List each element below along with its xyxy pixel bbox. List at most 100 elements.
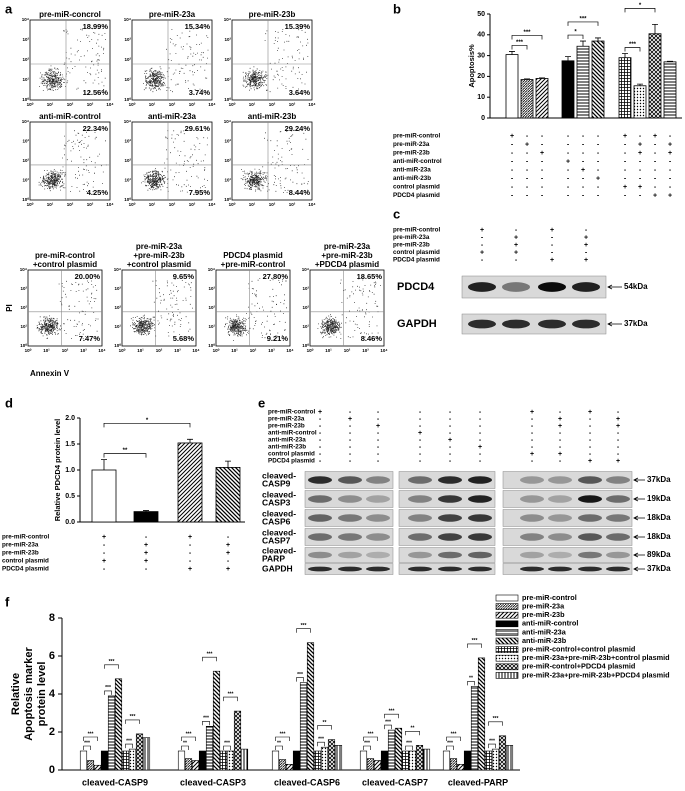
flow-tick-label: 10⁴ — [224, 119, 231, 124]
significance-bracket — [488, 743, 496, 749]
condition-sign: + — [623, 184, 627, 191]
condition-sign: - — [526, 133, 529, 140]
flow-dots — [242, 28, 309, 93]
flow-tick-label: 10³ — [87, 102, 94, 107]
protein-label: cleaved- — [262, 489, 296, 499]
significance-label: *** — [126, 738, 132, 744]
quadrant-value: 8.46% — [361, 334, 383, 343]
blot-band — [578, 566, 602, 572]
bar — [408, 750, 417, 771]
size-label: 37kDa — [624, 319, 648, 328]
quadrant-value: 22.34% — [83, 124, 109, 133]
condition-sign: - — [145, 566, 148, 573]
significance-label: ** — [277, 740, 281, 746]
significance-label: *** — [318, 737, 324, 743]
significance-bracket — [181, 736, 196, 741]
condition-sign: - — [515, 227, 518, 234]
condition-label: control plasmid — [393, 184, 440, 191]
condition-sign: - — [597, 158, 600, 165]
condition-sign: - — [189, 550, 192, 557]
condition-sign: - — [526, 150, 529, 157]
blot-band — [538, 282, 566, 292]
error-bar — [637, 83, 643, 86]
flow-tick-label: 10⁴ — [380, 348, 387, 353]
error-bar — [595, 37, 601, 42]
condition-sign: + — [588, 409, 592, 416]
flow-tick-label: 10³ — [189, 202, 196, 207]
flow-frame — [231, 19, 313, 101]
condition-sign: - — [541, 184, 544, 191]
condition-sign: - — [624, 167, 627, 174]
condition-sign: - — [624, 150, 627, 157]
flow-tick-label: 10⁰ — [22, 97, 29, 102]
condition-sign: - — [589, 423, 592, 430]
flow-frame — [27, 269, 103, 347]
bar — [470, 686, 479, 771]
condition-sign: + — [653, 192, 657, 199]
condition-sign: - — [349, 423, 352, 430]
condition-sign: + — [478, 444, 482, 451]
condition-label: anti-miR-23a — [393, 167, 431, 174]
x-tick-label: cleaved-CASP6 — [274, 777, 340, 787]
flow-tick-label: 10¹ — [249, 202, 256, 207]
flow-tick-label: 10¹ — [137, 348, 144, 353]
size-arrow — [607, 321, 622, 327]
condition-label: anti-miR-control — [393, 158, 442, 165]
blot-band — [338, 533, 362, 541]
size-arrow — [633, 477, 645, 483]
condition-label: pre-miR-23b — [268, 423, 305, 430]
significance-bracket — [567, 21, 599, 26]
panel-label: d — [5, 395, 13, 410]
condition-sign: - — [559, 458, 562, 465]
condition-sign: - — [449, 458, 452, 465]
condition-label: PDCD4 plasmid — [268, 458, 315, 465]
flow-tick-label: 10² — [269, 202, 276, 207]
condition-sign: + — [480, 249, 484, 256]
condition-label: control plasmid — [393, 249, 440, 256]
bar — [107, 695, 116, 771]
condition-sign: + — [588, 458, 592, 465]
condition-label: anti-miR-23b — [268, 444, 306, 451]
blot-band — [578, 495, 602, 503]
bar — [520, 79, 534, 119]
blot-band — [308, 514, 332, 522]
condition-sign: + — [514, 249, 518, 256]
flow-tick-label: 10² — [22, 158, 29, 163]
condition-sign: - — [585, 249, 588, 256]
condition-label: anti-miR-23a — [268, 437, 306, 444]
condition-sign: - — [377, 409, 380, 416]
condition-sign: + — [144, 558, 148, 565]
blot-band — [578, 514, 602, 522]
significance-label: *** — [297, 672, 303, 678]
y-tick-label: 1.5 — [65, 441, 75, 448]
blot-band — [338, 514, 362, 522]
condition-sign: - — [597, 184, 600, 191]
y-axis-label: Apoptosis marker — [23, 647, 35, 741]
flow-tick-label: 10⁴ — [98, 348, 105, 353]
flow-tick-label: 10² — [269, 102, 276, 107]
significance-label: *** — [364, 740, 370, 746]
flow-tick-label: 10³ — [224, 37, 231, 42]
flow-title: PDCD4 plasmid — [223, 251, 283, 260]
condition-sign: - — [319, 430, 322, 437]
y-tick-label: 20 — [477, 73, 485, 80]
x-tick-label: cleaved-PARP — [448, 777, 508, 787]
quadrant-value: 3.64% — [289, 88, 311, 97]
y-tick-label: 50 — [477, 11, 485, 18]
condition-sign: + — [596, 175, 600, 182]
error-bar — [652, 24, 658, 34]
condition-sign: + — [668, 141, 672, 148]
flow-tick-label: 10⁴ — [308, 102, 315, 107]
condition-sign: - — [559, 430, 562, 437]
condition-sign: + — [584, 234, 588, 241]
bar — [456, 763, 465, 771]
size-label: 19kDa — [647, 494, 671, 503]
condition-sign: - — [617, 437, 620, 444]
flow-tick-label: 10⁰ — [27, 202, 34, 207]
condition-sign: - — [531, 458, 534, 465]
flow-tick-label: 10⁰ — [129, 102, 136, 107]
flow-tick-label: 10¹ — [231, 348, 238, 353]
condition-sign: - — [559, 409, 562, 416]
legend-label: anti-miR-23b — [522, 636, 567, 645]
blot-strip — [461, 275, 607, 299]
